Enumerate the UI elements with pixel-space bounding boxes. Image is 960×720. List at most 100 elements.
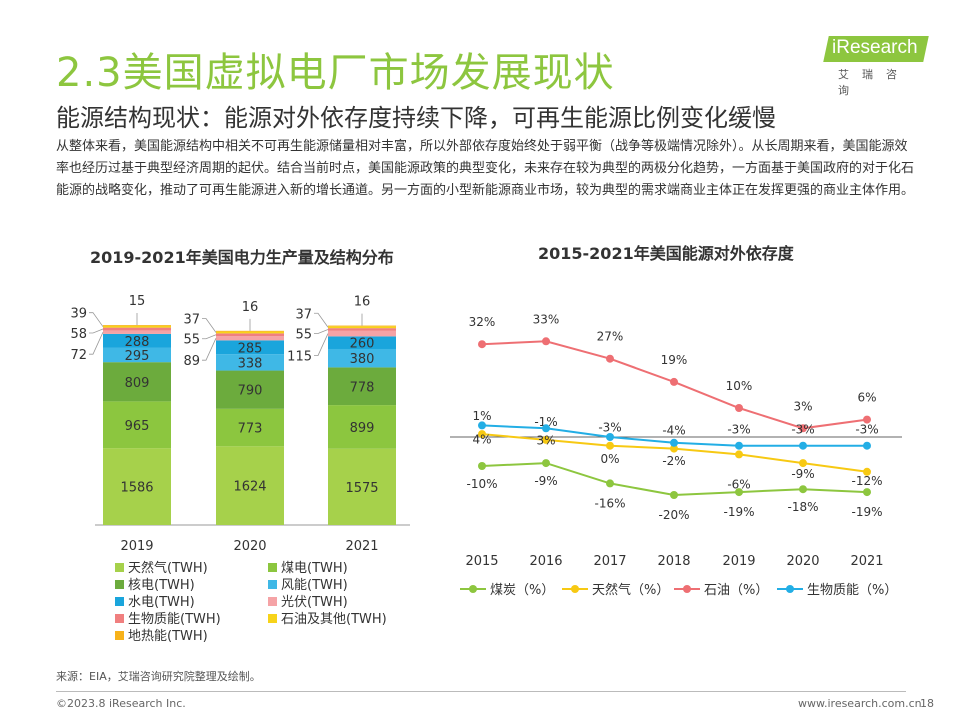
data-point [863, 441, 871, 450]
bar-value-label: 115 [287, 350, 312, 365]
bar-value-label: 380 [350, 352, 375, 367]
data-point [863, 467, 871, 476]
point-label: -19% [723, 505, 754, 519]
bar-value-label: 295 [125, 349, 150, 364]
legend-label: 煤电(TWH) [281, 561, 348, 576]
bar-value-label: 37 [295, 307, 312, 322]
legend-label: 水电(TWH) [128, 595, 195, 610]
bar-segment [103, 325, 171, 326]
point-label: -3% [855, 423, 878, 437]
data-point [735, 488, 743, 497]
source-note: 来源：EIA，艾瑞咨询研究院整理及绘制。 [56, 670, 261, 683]
bar-segment [216, 331, 284, 334]
point-label: 0% [600, 452, 619, 466]
data-point [863, 415, 871, 424]
data-point [799, 459, 807, 468]
data-point [542, 459, 550, 468]
bar-value-label: 778 [350, 380, 375, 395]
bar-value-label: 809 [125, 376, 150, 391]
bar-segment [216, 340, 284, 355]
x-tick-label: 2020 [786, 554, 819, 569]
leader-line [202, 318, 217, 333]
legend-swatch [115, 631, 124, 640]
bar-segment [216, 370, 284, 409]
legend-swatch [268, 580, 277, 589]
data-point [670, 438, 678, 447]
legend-marker [469, 585, 477, 593]
data-point [606, 441, 614, 450]
leader-line [314, 329, 329, 334]
legend-marker [683, 585, 691, 593]
copyright: ©2023.8 iResearch Inc. [56, 697, 186, 710]
legend-label: 石油及其他(TWH) [281, 612, 387, 627]
bar-value-label: 965 [125, 419, 150, 434]
bar-value-label: 773 [238, 422, 263, 437]
legend-swatch [115, 580, 124, 589]
x-tick-label: 2015 [465, 554, 498, 569]
bar-chart-title: 2019-2021年美国电力生产量及结构分布 [90, 248, 394, 267]
point-label: -1% [534, 415, 557, 429]
x-tick-label: 2021 [345, 539, 378, 554]
bar-segment [103, 330, 171, 334]
data-point [799, 441, 807, 450]
data-point [735, 450, 743, 459]
data-point [478, 340, 486, 349]
bar-segment [328, 326, 396, 329]
leader-line [89, 328, 104, 334]
bar-segment [328, 448, 396, 525]
x-tick-label: 2018 [657, 554, 690, 569]
bar-value-label: 1586 [120, 481, 153, 496]
bar-value-label: 260 [350, 337, 375, 352]
bar-value-label: 338 [238, 356, 263, 371]
point-label: 3% [536, 433, 555, 447]
bar-segment [328, 328, 396, 331]
legend-swatch [268, 563, 277, 572]
legend-swatch [268, 597, 277, 606]
x-tick-label: 2017 [593, 554, 626, 569]
bar-value-label: 288 [125, 335, 150, 350]
page-title: 2.3美国虚拟电厂市场发展现状 [56, 50, 615, 96]
x-tick-label: 2020 [233, 539, 266, 554]
data-point [606, 354, 614, 363]
data-point [670, 377, 678, 386]
bar-segment [216, 354, 284, 371]
bar-value-label: 1575 [345, 481, 378, 496]
x-tick-label: 2019 [722, 554, 755, 569]
legend-swatch [268, 614, 277, 623]
data-point [542, 435, 550, 444]
bar-segment [328, 336, 396, 349]
bar-value-label: 72 [70, 348, 87, 363]
website-link[interactable]: www.iresearch.com.cn [798, 697, 922, 710]
data-point [478, 430, 486, 439]
point-label: -3% [791, 423, 814, 437]
bar-value-label: 285 [238, 341, 263, 356]
bar-segment [328, 325, 396, 327]
legend-label: 天然气(TWH) [128, 560, 208, 576]
point-label: -3% [727, 423, 750, 437]
legend-swatch [115, 597, 124, 606]
bar-segment [103, 362, 171, 402]
bar-value-label: 15 [129, 294, 146, 309]
legend-label: 地热能(TWH) [128, 629, 208, 644]
bar-value-label: 55 [295, 327, 312, 342]
data-point [799, 424, 807, 433]
data-point [478, 462, 486, 470]
point-label: 10% [726, 379, 753, 393]
bar-value-label: 58 [70, 327, 87, 342]
legend-label: 煤炭（%） [490, 583, 554, 598]
data-point [542, 337, 550, 346]
point-label: 6% [857, 391, 876, 405]
point-label: -19% [851, 505, 882, 519]
data-point [670, 491, 678, 499]
data-point [606, 479, 614, 488]
point-label: -9% [791, 467, 814, 481]
x-tick-label: 2016 [529, 554, 562, 569]
legend-label: 石油（%） [704, 583, 768, 598]
leader-line [314, 333, 329, 357]
point-label: -10% [466, 477, 497, 491]
bar-segment [103, 333, 171, 348]
bar-segment [216, 408, 284, 447]
point-label: -16% [594, 496, 625, 510]
x-tick-label: 2021 [850, 554, 883, 569]
